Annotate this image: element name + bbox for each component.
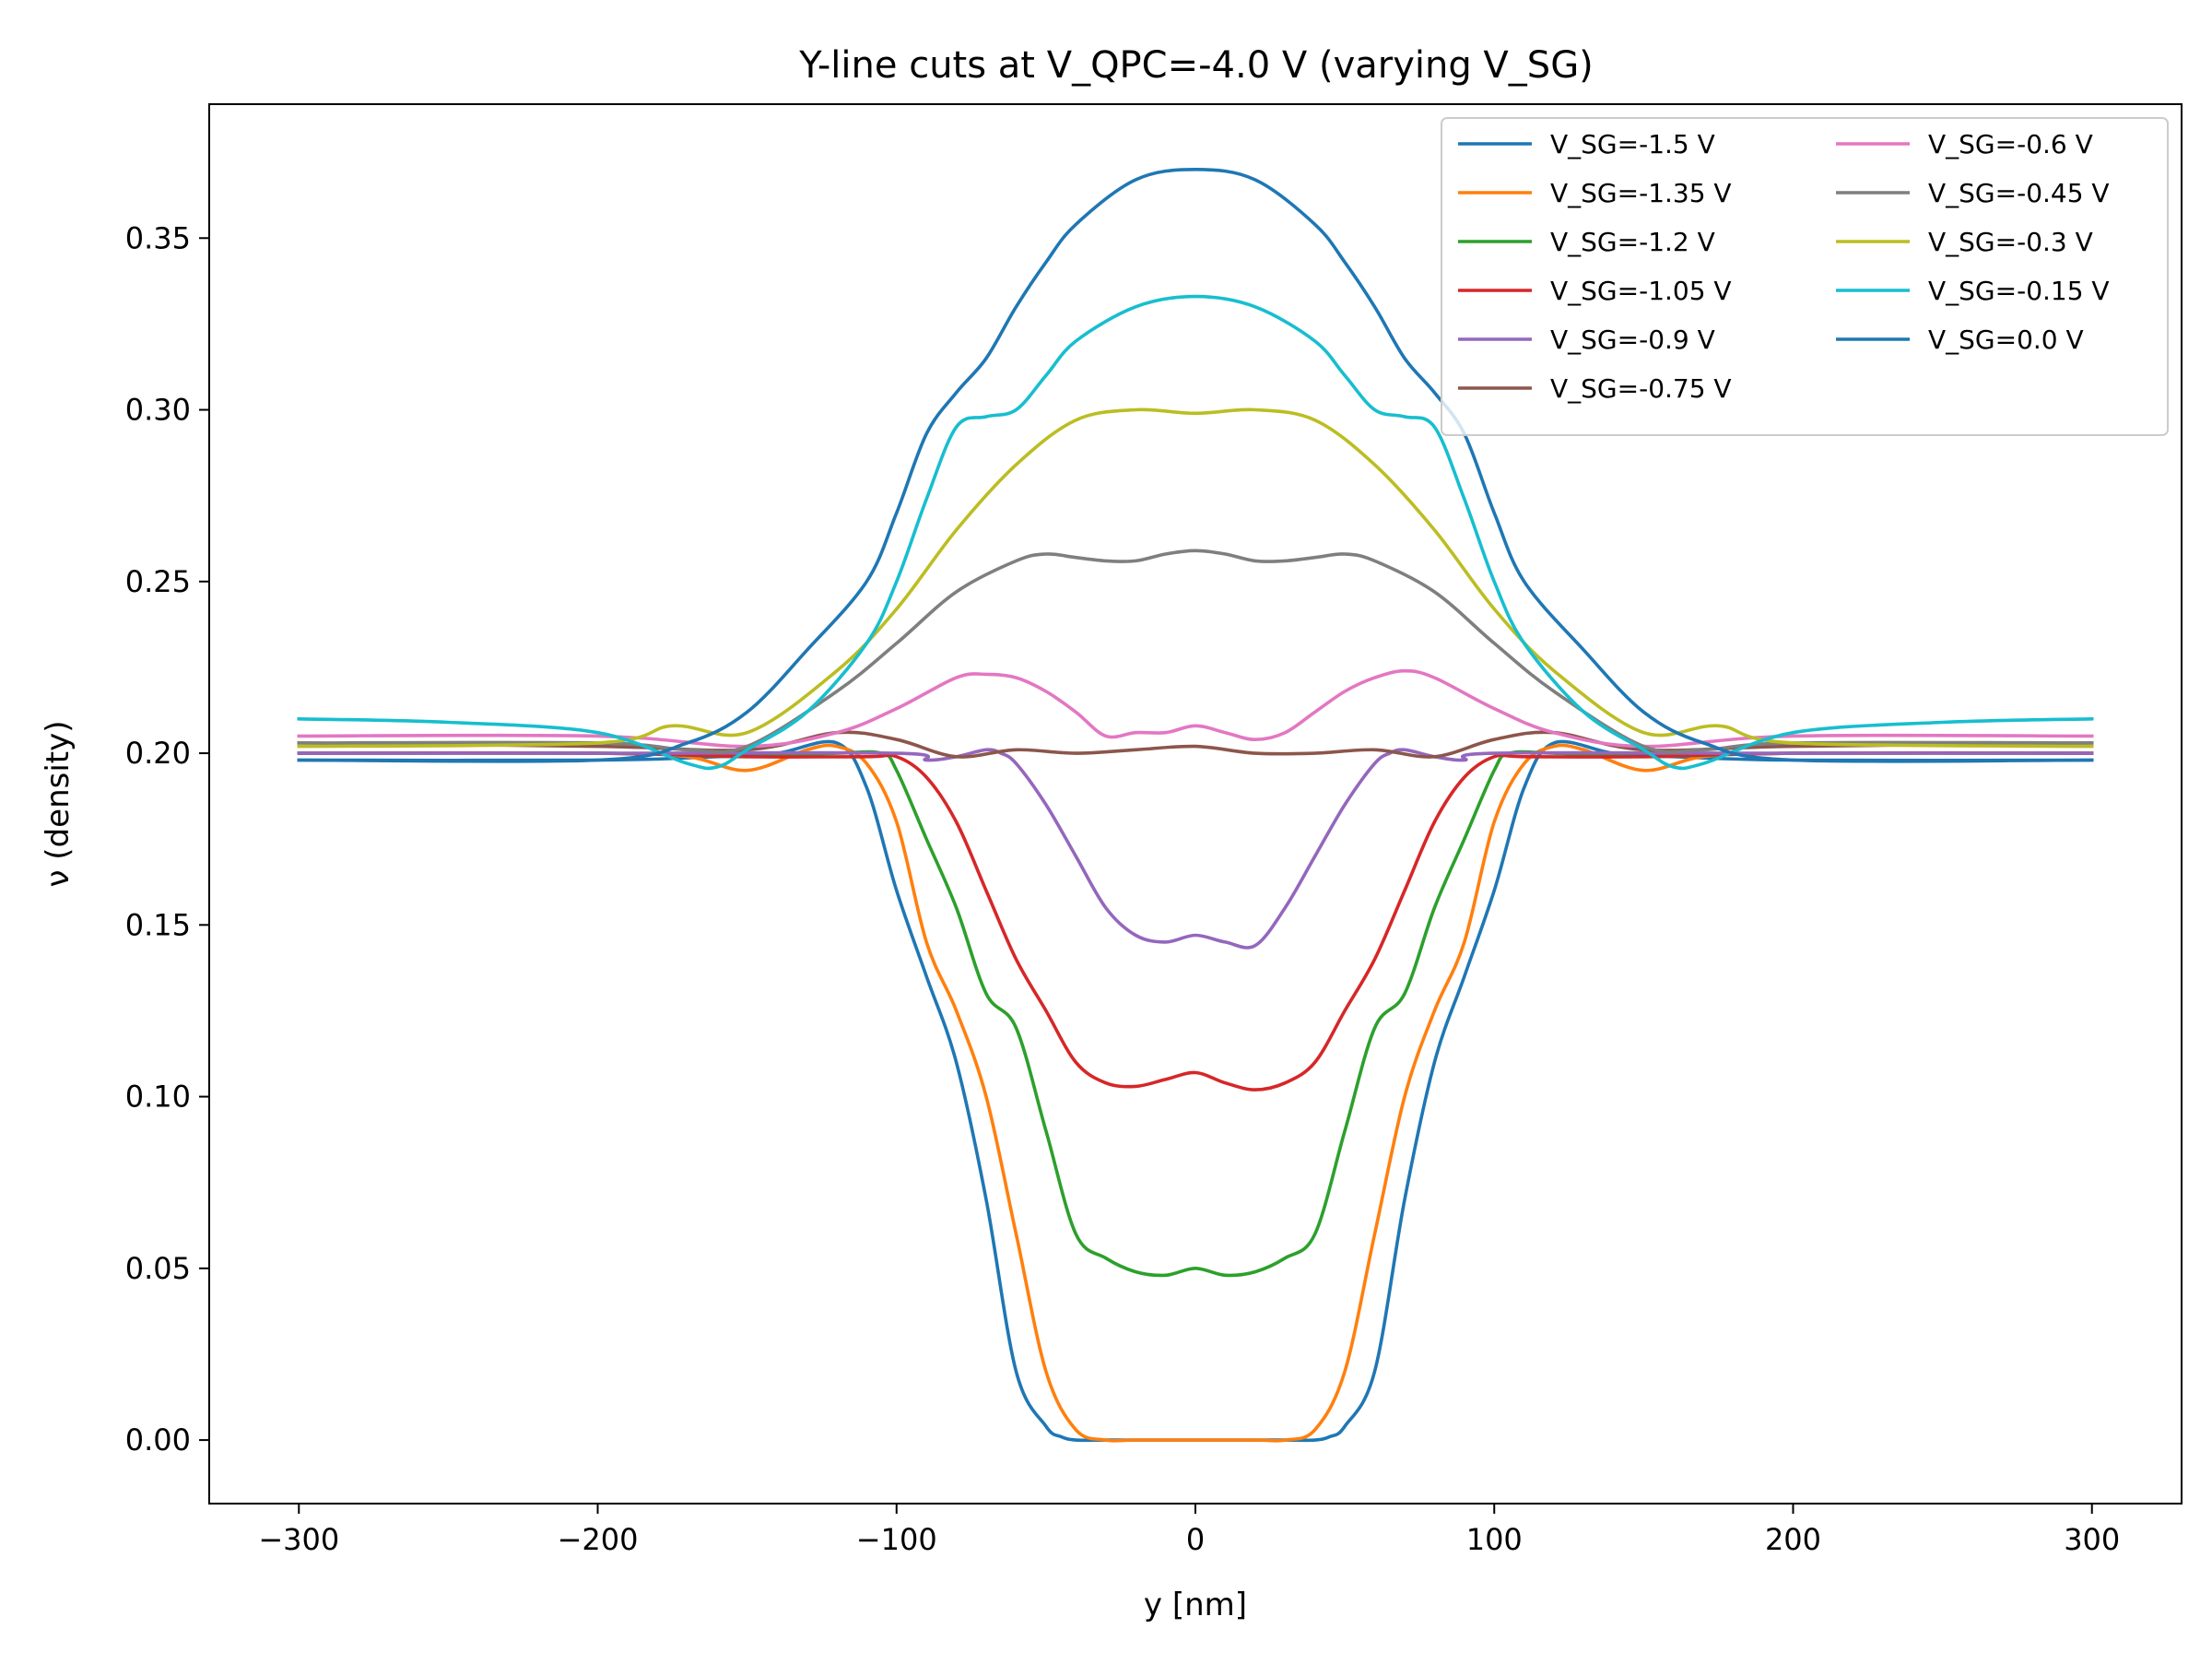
y-tick-label: 0.00: [125, 1422, 191, 1457]
legend-entry-label: V_SG=-0.15 V: [1928, 276, 2110, 306]
legend-entry-label: V_SG=-1.2 V: [1550, 227, 1715, 257]
x-tick-label: −300: [258, 1522, 339, 1557]
series-line-6: [297, 668, 2094, 749]
y-tick-label: 0.35: [125, 220, 191, 255]
axis-ticks: −300 −200 −100 0 100 200 300 0.00 0.05 0.10 0.15 0.…: [125, 220, 2121, 1557]
y-tick-label: 0.20: [125, 736, 191, 771]
x-tick-label: 100: [1466, 1522, 1523, 1557]
series-line-1: [297, 743, 2094, 1443]
legend-box: [1441, 117, 2169, 436]
series-line-9: [297, 294, 2094, 771]
legend-entry-label: V_SG=-0.9 V: [1550, 325, 1715, 355]
legend-entry-label: V_SG=-1.35 V: [1550, 178, 1732, 208]
y-tick-label: 0.15: [125, 907, 191, 942]
x-tick-label: −200: [558, 1522, 639, 1557]
series-line-4: [297, 748, 2094, 950]
legend-entry-label: V_SG=-1.5 V: [1550, 129, 1715, 159]
y-tick-label: 0.30: [125, 393, 191, 428]
legend-entry-label: V_SG=-1.05 V: [1550, 276, 1732, 306]
x-tick-label: 200: [1765, 1522, 1821, 1557]
x-axis-label: y [nm]: [1144, 1587, 1247, 1623]
series-line-5: [297, 730, 2094, 759]
legend-entry-label: V_SG=0.0 V: [1928, 325, 2084, 355]
legend-entry-label: V_SG=-0.6 V: [1928, 129, 2093, 159]
y-tick-label: 0.05: [125, 1251, 191, 1286]
x-tick-label: 300: [2064, 1522, 2120, 1557]
legend-entry-label: V_SG=-0.3 V: [1928, 227, 2093, 257]
series-line-10: [297, 168, 2094, 763]
y-axis-label: ν (density): [40, 721, 76, 888]
series-line-3: [297, 750, 2094, 1092]
y-tick-label: 0.10: [125, 1080, 191, 1115]
plot-area: [297, 168, 2094, 1443]
legend: V_SG=-1.5 V V_SG=-1.35 V V_SG=-1.2 V V_SG=-…: [1441, 117, 2169, 436]
series-line-8: [297, 407, 2094, 749]
chart-title: Y-line cuts at V_QPC=-4.0 V (varying V_S…: [798, 44, 1594, 87]
x-tick-label: 0: [1186, 1522, 1205, 1557]
legend-entry-label: V_SG=-0.75 V: [1550, 373, 1732, 404]
x-tick-label: −100: [856, 1522, 937, 1557]
y-tick-label: 0.25: [125, 564, 191, 599]
legend-entry-label: V_SG=-0.45 V: [1928, 178, 2110, 208]
